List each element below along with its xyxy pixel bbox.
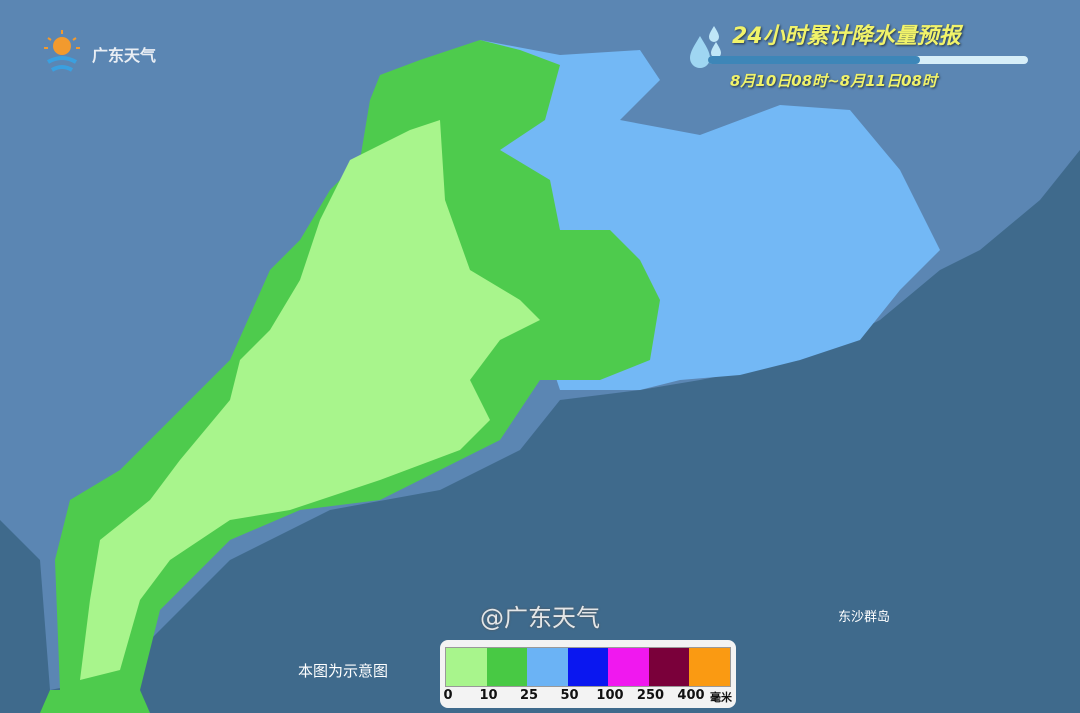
- legend-tick: 10: [479, 688, 498, 703]
- logo: 广东天气: [36, 28, 156, 80]
- map-title: 24小时累计降水量预报: [732, 24, 961, 49]
- legend-swatch: [567, 648, 608, 686]
- legend-tick: 25: [519, 688, 539, 703]
- legend-swatch: [486, 648, 527, 686]
- hainan-coast: [40, 690, 150, 713]
- legend-swatch: [527, 648, 568, 686]
- legend-tick: 0: [443, 688, 453, 703]
- island-label: 东沙群岛: [838, 610, 891, 625]
- schematic-note: 本图为示意图: [298, 662, 389, 680]
- logo-text: 广东天气: [92, 46, 157, 65]
- legend-swatch: [608, 648, 649, 686]
- rainfall-legend: 0 10 25 50 100 250 400 毫米: [440, 640, 736, 708]
- legend-tick: 400: [677, 688, 705, 703]
- legend-swatch: [689, 648, 730, 686]
- title-divider-bar: [708, 56, 1028, 64]
- watermark: @广东天气: [480, 604, 600, 632]
- forecast-period: 8月10日08时~8月11日08时: [730, 72, 937, 90]
- legend-tick: 100: [596, 688, 624, 703]
- sun-cloud-logo-icon: [44, 30, 80, 72]
- legend-tick: 50: [560, 688, 579, 703]
- legend-swatch: [446, 648, 487, 686]
- water-drop-icon: [688, 22, 724, 74]
- guangdong-light-green-region: [80, 120, 540, 680]
- legend-tick: 250: [636, 688, 665, 703]
- legend-swatch: [648, 648, 689, 686]
- legend-unit: 毫米: [710, 691, 732, 704]
